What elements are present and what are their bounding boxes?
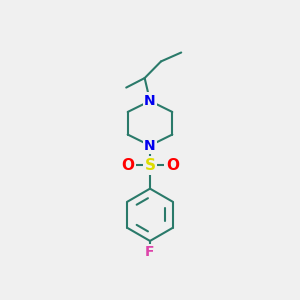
Text: F: F (145, 245, 155, 259)
Text: N: N (144, 94, 156, 108)
Text: O: O (121, 158, 134, 173)
Text: N: N (144, 139, 156, 152)
Text: S: S (145, 158, 155, 173)
Text: O: O (166, 158, 179, 173)
